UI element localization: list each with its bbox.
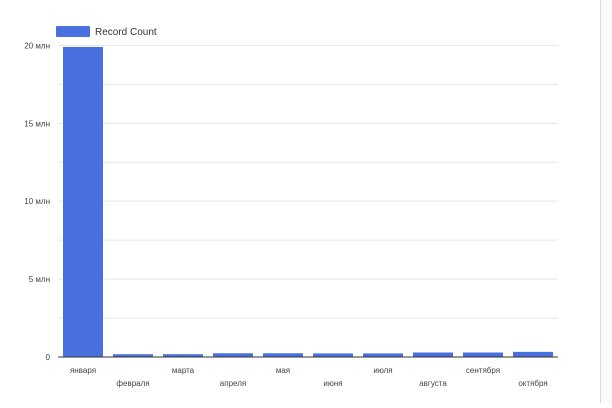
x-tick-label: марта — [172, 366, 195, 375]
grid-layer — [58, 44, 558, 319]
bar — [363, 353, 403, 357]
bar — [63, 46, 103, 357]
y-tick-label: 10 млн — [24, 197, 50, 206]
y-tick-label: 20 млн — [24, 41, 50, 50]
x-tick-label: мая — [276, 366, 290, 375]
legend[interactable]: Record Count — [56, 26, 157, 38]
y-tick-label: 5 млн — [29, 275, 50, 284]
bar — [413, 352, 453, 357]
y-tick-label: 15 млн — [24, 119, 50, 128]
bar — [463, 352, 503, 357]
bar — [213, 353, 253, 357]
x-tick-label: августа — [419, 379, 447, 388]
x-tick-label: января — [70, 366, 96, 375]
x-tick-label: февраля — [116, 379, 149, 388]
scroll-edge — [600, 0, 612, 403]
x-tick-label: июля — [373, 366, 392, 375]
legend-swatch — [56, 26, 90, 37]
bar — [113, 354, 153, 357]
bar — [513, 351, 553, 357]
x-tick-label: июня — [323, 379, 342, 388]
bars-layer — [63, 46, 553, 357]
x-tick-label: октября — [518, 379, 547, 388]
y-tick-label: 0 — [46, 353, 51, 362]
x-tick-label: сентября — [466, 366, 500, 375]
bar — [163, 354, 203, 357]
x-tick-label: апреля — [220, 379, 246, 388]
axis-layer: 0 5 млн 10 млн 15 млн 20 млн января февраля мар… — [24, 41, 558, 388]
legend-label: Record Count — [95, 27, 157, 38]
bar — [313, 353, 353, 357]
bar — [263, 353, 303, 357]
